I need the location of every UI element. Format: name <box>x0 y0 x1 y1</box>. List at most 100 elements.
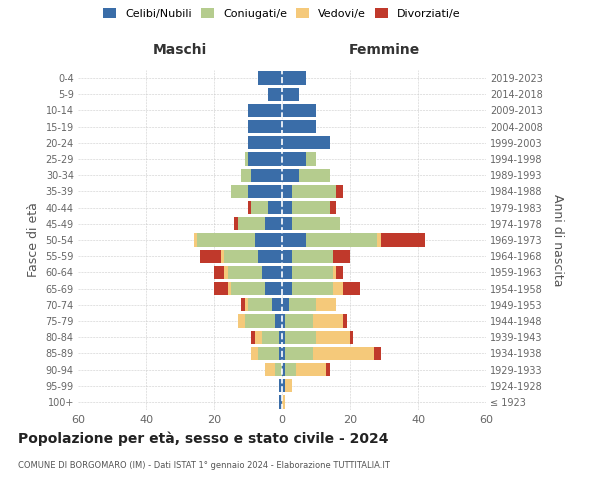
Bar <box>316 330 350 344</box>
Bar <box>214 266 224 279</box>
Bar <box>248 104 282 117</box>
Bar <box>248 201 251 214</box>
Bar <box>377 234 380 246</box>
Bar <box>282 104 316 117</box>
Bar <box>380 234 425 246</box>
Bar <box>333 282 343 295</box>
Bar <box>286 314 313 328</box>
Bar <box>313 346 374 360</box>
Bar <box>292 201 329 214</box>
Bar <box>282 298 289 312</box>
Bar <box>248 185 282 198</box>
Bar <box>337 185 343 198</box>
Bar <box>241 168 251 182</box>
Bar <box>313 314 343 328</box>
Bar <box>214 282 227 295</box>
Bar <box>306 152 316 166</box>
Bar <box>200 250 221 263</box>
Bar <box>251 201 268 214</box>
Bar <box>292 250 333 263</box>
Bar <box>292 217 340 230</box>
Text: Maschi: Maschi <box>153 43 207 57</box>
Bar <box>282 120 316 134</box>
Bar <box>350 330 353 344</box>
Bar <box>231 185 248 198</box>
Bar <box>292 282 333 295</box>
Bar <box>262 330 278 344</box>
Bar <box>278 346 282 360</box>
Bar <box>278 396 282 408</box>
Bar <box>251 346 258 360</box>
Bar <box>286 346 313 360</box>
Bar <box>268 201 282 214</box>
Bar <box>248 152 282 166</box>
Bar <box>316 298 337 312</box>
Bar <box>282 168 299 182</box>
Bar <box>282 266 292 279</box>
Bar <box>282 185 292 198</box>
Bar <box>278 379 282 392</box>
Y-axis label: Anni di nascita: Anni di nascita <box>551 194 565 286</box>
Bar <box>282 396 286 408</box>
Text: Popolazione per età, sesso e stato civile - 2024: Popolazione per età, sesso e stato civil… <box>18 431 389 446</box>
Bar <box>241 298 245 312</box>
Bar <box>282 88 299 101</box>
Bar <box>275 314 282 328</box>
Bar <box>333 250 350 263</box>
Bar <box>265 282 282 295</box>
Bar <box>224 266 227 279</box>
Bar <box>343 314 347 328</box>
Bar <box>337 266 343 279</box>
Bar <box>296 363 326 376</box>
Bar <box>245 298 248 312</box>
Bar <box>282 330 286 344</box>
Bar <box>248 120 282 134</box>
Bar <box>258 346 278 360</box>
Bar <box>268 88 282 101</box>
Bar <box>255 330 262 344</box>
Bar <box>282 136 329 149</box>
Bar <box>282 201 292 214</box>
Bar <box>238 314 245 328</box>
Bar <box>238 217 265 230</box>
Bar <box>245 152 248 166</box>
Bar <box>343 282 360 295</box>
Bar <box>282 217 292 230</box>
Bar <box>258 250 282 263</box>
Bar <box>231 282 265 295</box>
Bar <box>265 217 282 230</box>
Bar <box>221 250 224 263</box>
Bar <box>258 72 282 85</box>
Bar <box>278 330 282 344</box>
Bar <box>227 282 231 295</box>
Bar <box>272 298 282 312</box>
Bar <box>248 136 282 149</box>
Bar <box>292 266 333 279</box>
Text: COMUNE DI BORGOMARO (IM) - Dati ISTAT 1° gennaio 2024 - Elaborazione TUTTITALIA.: COMUNE DI BORGOMARO (IM) - Dati ISTAT 1°… <box>18 460 390 469</box>
Bar <box>282 282 292 295</box>
Bar <box>329 201 337 214</box>
Bar <box>289 298 316 312</box>
Text: Femmine: Femmine <box>349 43 419 57</box>
Bar <box>245 314 275 328</box>
Bar <box>275 363 282 376</box>
Bar <box>224 250 258 263</box>
Bar <box>299 168 329 182</box>
Bar <box>292 185 337 198</box>
Bar <box>255 234 282 246</box>
Bar <box>333 266 337 279</box>
Bar <box>282 314 286 328</box>
Bar <box>265 363 275 376</box>
Y-axis label: Fasce di età: Fasce di età <box>27 202 40 278</box>
Bar <box>251 330 255 344</box>
Bar <box>282 346 286 360</box>
Bar <box>282 379 286 392</box>
Bar <box>282 72 306 85</box>
Bar <box>286 363 296 376</box>
Bar <box>262 266 282 279</box>
Bar <box>374 346 380 360</box>
Bar <box>286 379 292 392</box>
Bar <box>251 168 282 182</box>
Bar <box>248 298 272 312</box>
Bar <box>306 234 377 246</box>
